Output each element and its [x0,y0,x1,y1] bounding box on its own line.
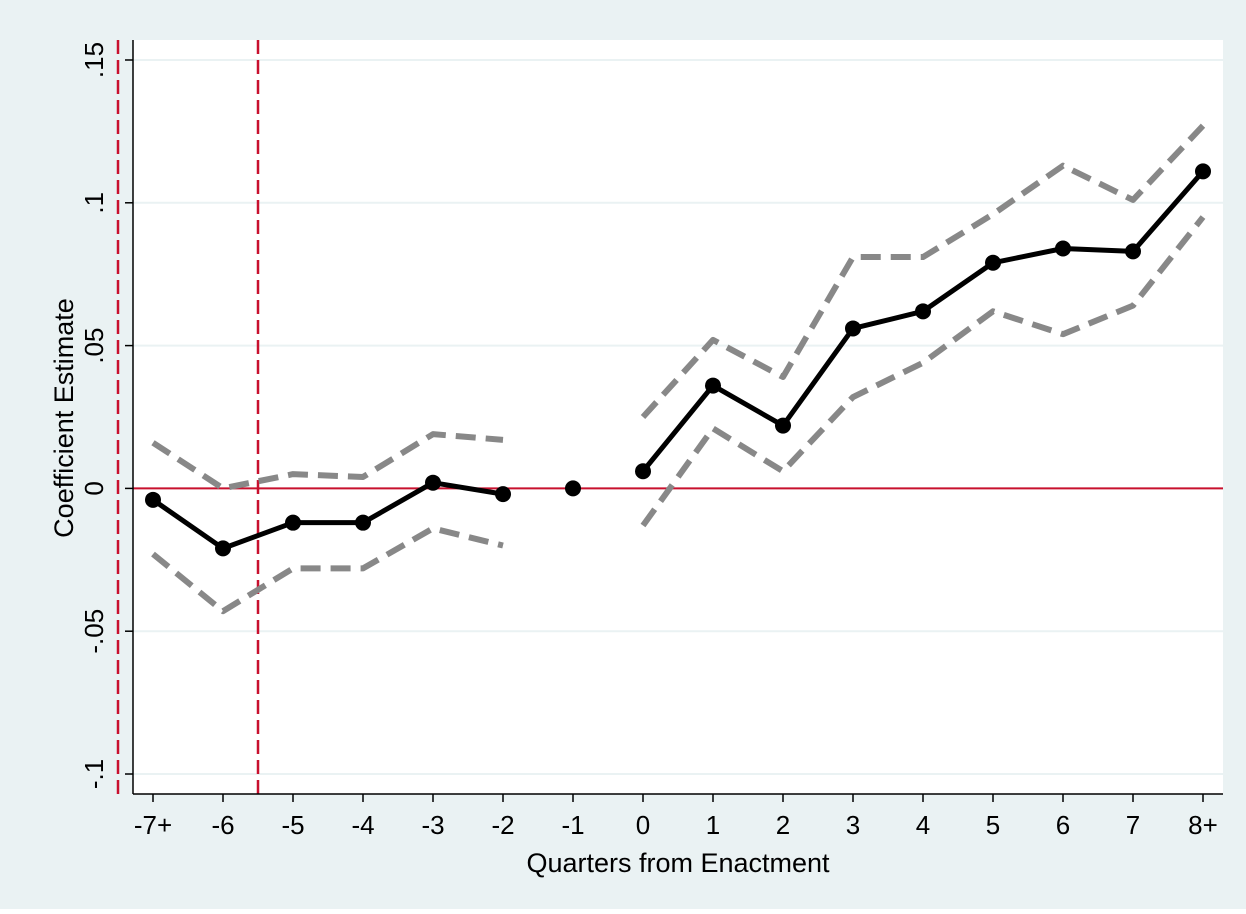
ticks: -.1 -.05 0 .05 .1 .15 -7+ -6 -5 -4 -3 -2 -1 0 1 2 3 4 5 6 7 8… [79,42,1218,840]
y-tick-label: .15 [79,42,109,78]
x-tick-label: 3 [846,810,860,840]
estimate-point [215,540,231,557]
x-tick-label: -7+ [134,810,172,840]
y-tick-label: 0 [79,481,109,495]
x-tick-label: -1 [561,810,584,840]
estimate-point [1195,163,1211,180]
estimate-point [355,514,371,531]
series-layer [145,123,1211,615]
estimate-point [845,320,861,337]
estimate-point [565,480,581,497]
x-tick-label: -6 [211,810,234,840]
estimate-point [1055,240,1071,257]
x-tick-label: 2 [776,810,790,840]
x-tick-label: 0 [636,810,650,840]
estimate-point [705,377,721,394]
estimate-point [915,303,931,320]
x-tick-label: -4 [351,810,374,840]
estimate-point [495,486,511,503]
estimate-point [285,514,301,531]
y-tick-label: .1 [79,192,109,214]
lower-ci-band-line [151,525,504,615]
upper-ci-band-line [640,123,1206,420]
x-tick-label: -3 [421,810,444,840]
plot-area [133,40,1223,794]
estimate-line [151,480,504,551]
estimate-point [145,491,161,508]
x-axis-title: Quarters from Enactment [526,848,830,878]
upper-ci-band-line [151,431,504,492]
estimate-point [985,254,1001,271]
x-tick-label: 7 [1126,810,1140,840]
x-tick-label: 6 [1056,810,1070,840]
x-tick-label: 5 [986,810,1000,840]
estimate-point [425,474,441,491]
x-tick-label: 8+ [1188,810,1218,840]
x-tick-label: 4 [916,810,930,840]
gridlines [133,58,1223,776]
estimate-point [775,417,791,434]
reference-lines [116,40,1223,794]
y-tick-label: -.1 [79,759,109,789]
y-tick-label: .05 [79,328,109,364]
x-tick-label: -2 [491,810,514,840]
estimate-point [635,463,651,480]
estimate-point [1125,243,1141,260]
x-tick-label: 1 [706,810,720,840]
y-tick-label: -.05 [79,609,109,654]
y-axis-title: Coefficient Estimate [49,298,79,538]
axes [132,40,1223,795]
x-tick-label: -5 [281,810,304,840]
